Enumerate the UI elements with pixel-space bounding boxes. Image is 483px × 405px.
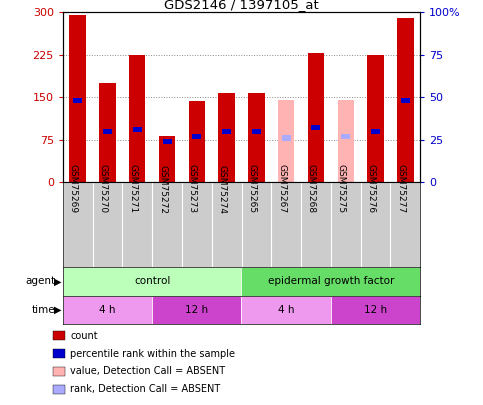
Bar [73,98,82,103]
Text: agent: agent [26,277,56,286]
Bar [252,129,261,134]
Bar [129,55,145,182]
Text: epidermal growth factor: epidermal growth factor [268,277,394,286]
Text: 12 h: 12 h [364,305,387,315]
Bar [133,127,142,132]
Bar [163,139,171,144]
Text: control: control [134,277,170,286]
Bar [308,53,324,182]
Bar [70,15,86,182]
Bar [242,296,331,324]
Text: 12 h: 12 h [185,305,208,315]
Bar [312,125,320,130]
Bar [222,129,231,134]
Text: GSM75265: GSM75265 [247,164,256,213]
Text: GSM75275: GSM75275 [337,164,346,213]
Bar [99,83,115,182]
Bar [248,93,265,182]
Bar [63,267,242,296]
Bar [331,296,420,324]
Bar [397,18,413,182]
Bar [338,100,354,182]
Text: GSM75270: GSM75270 [99,164,108,213]
Text: GSM75267: GSM75267 [277,164,286,213]
Bar [242,267,420,296]
Text: rank, Detection Call = ABSENT: rank, Detection Call = ABSENT [70,384,220,394]
Bar [218,93,235,182]
Text: GSM75273: GSM75273 [188,164,197,213]
Bar [371,129,380,134]
Text: GSM75272: GSM75272 [158,164,167,213]
Bar [103,129,112,134]
Bar [401,98,410,103]
Title: GDS2146 / 1397105_at: GDS2146 / 1397105_at [164,0,319,11]
Text: value, Detection Call = ABSENT: value, Detection Call = ABSENT [70,367,225,376]
Bar [341,134,350,139]
Bar [63,296,152,324]
Text: GSM75276: GSM75276 [367,164,376,213]
Text: GSM75268: GSM75268 [307,164,316,213]
Bar [192,134,201,139]
Text: GSM75271: GSM75271 [128,164,137,213]
Bar [152,296,242,324]
Bar [189,101,205,182]
Text: GSM75269: GSM75269 [69,164,78,213]
Bar [159,136,175,182]
Text: count: count [70,331,98,341]
Text: ▶: ▶ [54,277,61,286]
Bar [368,55,384,182]
Text: GSM75274: GSM75274 [218,164,227,213]
Text: 4 h: 4 h [99,305,116,315]
Text: percentile rank within the sample: percentile rank within the sample [70,349,235,358]
Text: 4 h: 4 h [278,305,295,315]
Text: ▶: ▶ [54,305,61,315]
Text: time: time [32,305,56,315]
Text: GSM75277: GSM75277 [397,164,405,213]
Bar [278,100,294,182]
Bar [282,135,291,141]
